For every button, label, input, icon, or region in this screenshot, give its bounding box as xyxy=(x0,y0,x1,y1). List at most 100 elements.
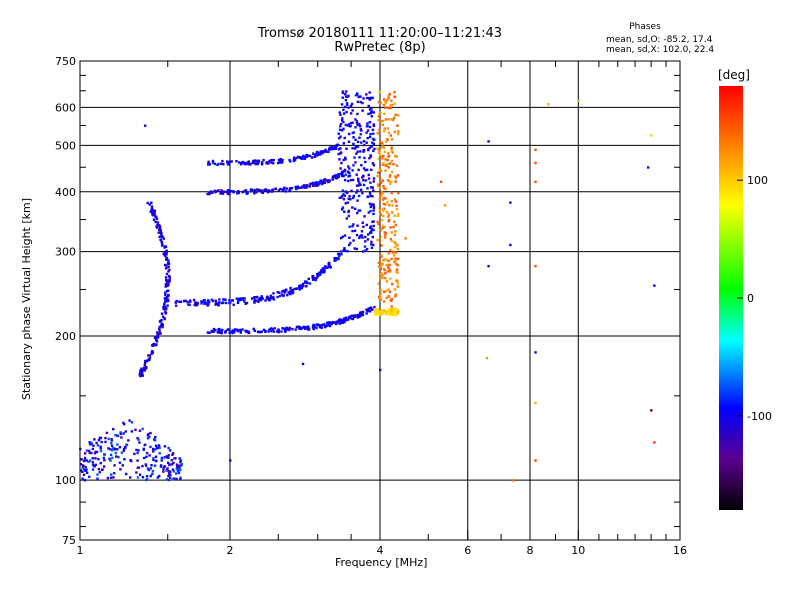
echo-point xyxy=(229,301,232,304)
echo-point xyxy=(393,309,397,312)
echo-point xyxy=(379,235,382,238)
echo-point xyxy=(366,96,369,100)
echo-point xyxy=(370,203,374,206)
echo-point xyxy=(383,226,386,229)
echo-point xyxy=(377,282,380,285)
isolated-point xyxy=(577,99,580,102)
echo-point xyxy=(150,464,153,467)
echo-point xyxy=(368,231,372,234)
echo-point xyxy=(344,156,347,159)
echo-point xyxy=(382,208,385,211)
echo-point xyxy=(337,152,340,156)
echo-point xyxy=(271,328,274,331)
echo-point xyxy=(340,129,344,132)
echo-point xyxy=(340,253,343,256)
echo-point xyxy=(182,299,186,303)
echo-point xyxy=(159,238,162,241)
echo-point xyxy=(212,330,216,333)
echo-point xyxy=(245,190,248,194)
stats-x-line: mean, sd,X: 102.0, 22.4 xyxy=(606,45,715,55)
echo-point xyxy=(384,232,387,235)
echo-point xyxy=(166,304,169,307)
echo-point xyxy=(329,148,333,151)
echo-point xyxy=(342,317,346,320)
echo-point xyxy=(342,158,345,162)
echo-point xyxy=(282,187,286,190)
echo-point xyxy=(162,305,165,309)
echo-point xyxy=(390,211,394,214)
echo-point xyxy=(372,209,375,212)
echo-point xyxy=(297,325,300,329)
echo-point xyxy=(211,161,215,164)
echo-point xyxy=(393,198,396,201)
echo-point xyxy=(314,153,318,157)
echo-point xyxy=(147,432,150,436)
echo-point xyxy=(357,184,360,187)
echo-point xyxy=(339,318,342,321)
echo-point xyxy=(372,243,375,247)
echo-point xyxy=(214,190,217,194)
echo-point xyxy=(208,192,211,196)
echo-point xyxy=(368,108,372,111)
echo-point xyxy=(344,123,347,127)
echo-point xyxy=(320,270,323,273)
echo-point xyxy=(119,468,122,471)
echo-point xyxy=(356,145,360,148)
echo-point xyxy=(237,297,241,301)
echo-point xyxy=(365,141,368,144)
echo-point xyxy=(151,469,155,473)
echo-point xyxy=(379,254,383,257)
echo-point xyxy=(158,329,161,333)
echo-point xyxy=(338,254,341,258)
echo-point xyxy=(390,308,393,311)
echo-point xyxy=(356,314,360,317)
echo-point xyxy=(93,452,97,455)
echo-point xyxy=(165,253,168,256)
echo-point xyxy=(81,466,84,469)
echo-point xyxy=(251,161,254,165)
echo-point xyxy=(168,280,171,283)
echo-point xyxy=(383,268,387,272)
echo-point xyxy=(371,186,374,189)
echo-point xyxy=(394,293,398,296)
echo-point xyxy=(348,225,351,228)
echo-point xyxy=(397,311,400,314)
x-tick-label: 6 xyxy=(464,544,471,557)
echo-point xyxy=(283,327,286,330)
echo-point xyxy=(135,471,138,474)
echo-point xyxy=(377,115,381,118)
y-tick-label: 600 xyxy=(55,101,76,114)
colorbar-unit: [deg] xyxy=(718,68,750,82)
echo-point xyxy=(381,179,384,182)
echo-point xyxy=(340,103,344,106)
echo-point xyxy=(145,451,149,455)
echo-point xyxy=(372,164,376,167)
echo-point xyxy=(378,273,382,276)
echo-point xyxy=(359,183,362,187)
echo-point xyxy=(315,151,319,155)
echo-point xyxy=(331,146,334,149)
echo-point xyxy=(378,151,381,155)
echo-point xyxy=(318,271,321,274)
echo-point xyxy=(393,260,396,264)
echo-point xyxy=(391,282,394,286)
echo-point xyxy=(352,142,355,146)
echo-point xyxy=(309,182,313,185)
echo-point xyxy=(176,467,180,471)
echo-point xyxy=(233,330,236,334)
echo-point xyxy=(97,457,100,461)
echo-point xyxy=(236,192,239,195)
echo-point xyxy=(116,448,119,451)
echo-point xyxy=(381,119,385,123)
echo-point xyxy=(364,160,367,164)
echo-point xyxy=(213,189,216,193)
echo-point xyxy=(392,116,396,120)
echo-point xyxy=(319,179,322,182)
echo-point xyxy=(362,139,366,143)
echo-point xyxy=(343,234,347,237)
echo-point xyxy=(394,230,397,233)
echo-point xyxy=(377,157,380,161)
echo-point xyxy=(168,275,171,279)
echo-point xyxy=(362,149,365,152)
echo-point xyxy=(383,130,386,133)
